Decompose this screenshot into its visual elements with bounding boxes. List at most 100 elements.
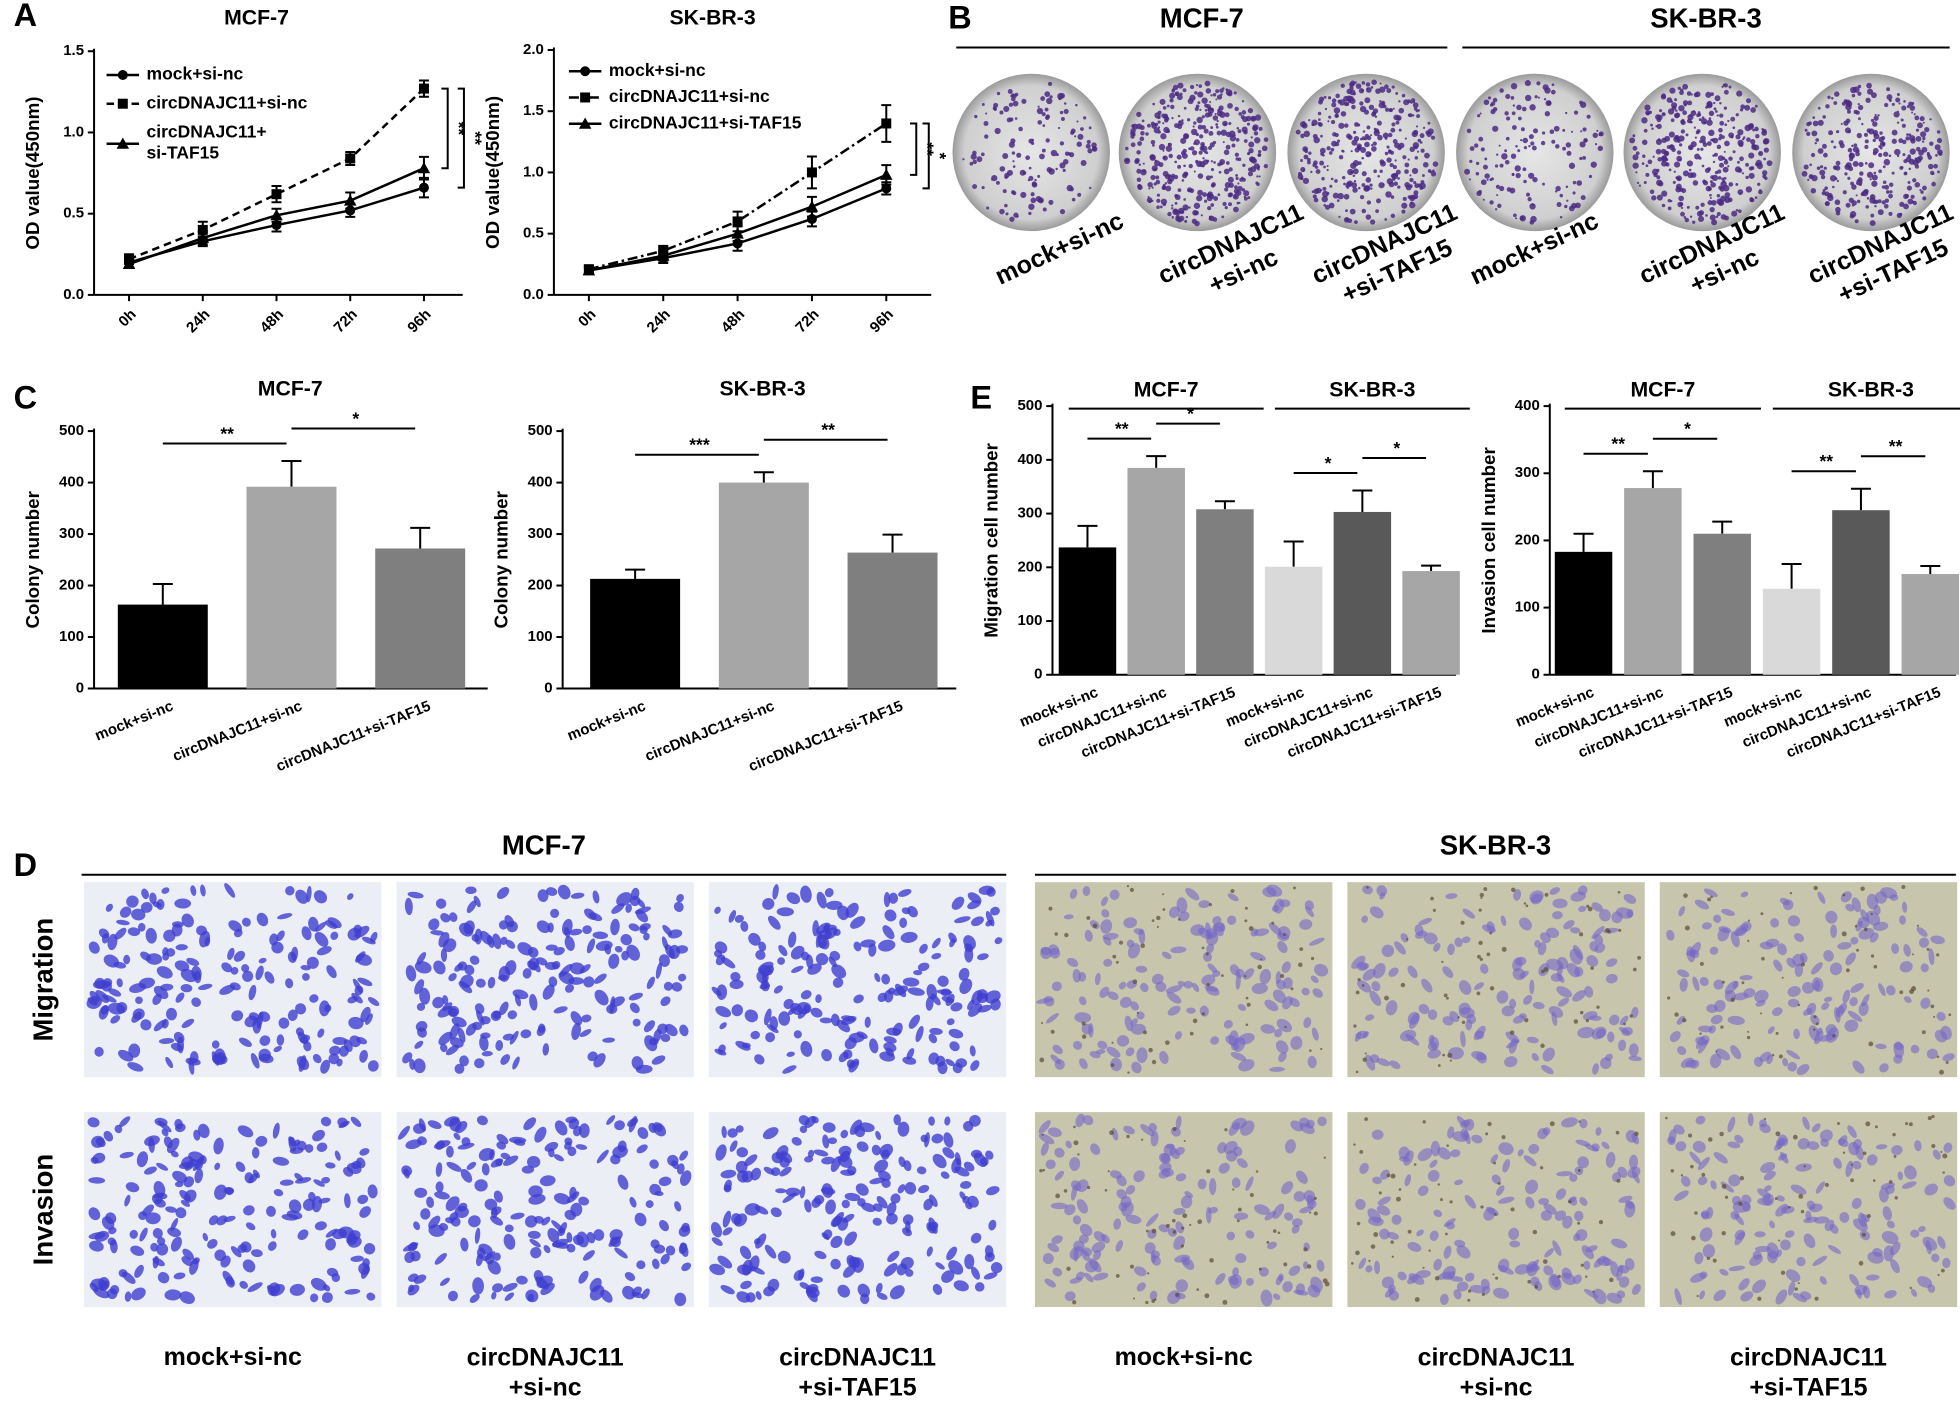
debris [1107, 1170, 1110, 1173]
cell [116, 978, 123, 988]
cell [1764, 1185, 1772, 1192]
debris [1738, 1201, 1743, 1207]
colony [1871, 92, 1877, 99]
colony [1009, 117, 1014, 122]
cell [1074, 1012, 1092, 1023]
cell [459, 1055, 469, 1067]
debris [1236, 1219, 1240, 1223]
colony [993, 102, 999, 108]
cell [1437, 1271, 1452, 1280]
cell [134, 1264, 144, 1278]
debris [1719, 1131, 1724, 1137]
cell [545, 944, 558, 951]
colony [1540, 140, 1546, 146]
colony [1151, 186, 1154, 189]
colony [1559, 216, 1563, 219]
debris [1353, 1143, 1356, 1146]
cell [1146, 1213, 1159, 1227]
colony [1700, 135, 1706, 142]
cell [1167, 1005, 1181, 1016]
cell [632, 1018, 641, 1027]
colony [1366, 87, 1369, 90]
colony [1588, 174, 1593, 179]
cell [634, 906, 651, 915]
cell [676, 894, 684, 903]
debris [1364, 1117, 1368, 1121]
cell [1780, 1239, 1791, 1251]
debris [1244, 919, 1248, 923]
colony [1709, 206, 1715, 213]
colony [1728, 156, 1733, 161]
colony [1512, 104, 1516, 107]
cell [105, 903, 113, 912]
cell [449, 1117, 462, 1132]
colony [1245, 115, 1252, 122]
colony [1416, 114, 1421, 119]
colony [1385, 107, 1390, 112]
cell [1579, 1118, 1588, 1129]
colony [1162, 106, 1167, 110]
colony [1365, 214, 1372, 220]
cell [544, 961, 559, 970]
colony [1240, 115, 1245, 119]
colony [1308, 151, 1312, 155]
colony [1675, 136, 1680, 141]
cell [1793, 933, 1805, 942]
colony [1866, 82, 1872, 89]
cell [404, 1251, 416, 1263]
debris [1132, 979, 1138, 985]
cell [91, 1135, 105, 1148]
debris [1460, 920, 1465, 925]
debris [1568, 1200, 1572, 1204]
cell [248, 984, 257, 1001]
debris [1486, 952, 1491, 957]
colony [1430, 171, 1437, 177]
colony [1898, 102, 1901, 105]
colony [1566, 150, 1572, 156]
cell [272, 1122, 280, 1139]
cell [1408, 1273, 1425, 1285]
debris [1434, 1276, 1440, 1281]
cell [1701, 1211, 1709, 1220]
cell [1038, 1120, 1051, 1134]
cell [504, 960, 517, 975]
debris [1539, 1166, 1544, 1170]
colony [1859, 171, 1864, 176]
debris [1794, 1287, 1798, 1291]
colony [1716, 193, 1721, 198]
cell [184, 1189, 197, 1203]
cell [181, 1018, 195, 1029]
debris [1940, 1150, 1943, 1153]
cell [930, 993, 941, 1006]
debris [1115, 960, 1119, 964]
colony [1510, 96, 1515, 100]
cell [1357, 979, 1372, 993]
colony [1319, 160, 1325, 166]
colony [1680, 211, 1685, 217]
error-bar [1077, 524, 1098, 548]
cell [1833, 1157, 1842, 1169]
colony [1562, 128, 1566, 132]
colony [972, 184, 978, 190]
cell [744, 1009, 759, 1023]
cell [804, 1199, 812, 1213]
cell [1136, 1282, 1146, 1292]
cell [1276, 1018, 1292, 1033]
colony [1307, 160, 1311, 165]
colony [974, 114, 978, 119]
colony [1906, 133, 1909, 136]
colony [1874, 113, 1877, 117]
cell [617, 1174, 629, 1190]
cell [354, 925, 370, 938]
cell [528, 1185, 543, 1198]
colony [1415, 125, 1419, 128]
colony [1738, 142, 1744, 148]
colony [1246, 122, 1251, 126]
cell [830, 1215, 843, 1228]
colony [1195, 84, 1199, 87]
cell [233, 950, 246, 962]
y-tick-label: 200 [528, 576, 553, 593]
debris [1378, 1191, 1382, 1195]
debris [1494, 1213, 1497, 1216]
cell [407, 891, 424, 899]
